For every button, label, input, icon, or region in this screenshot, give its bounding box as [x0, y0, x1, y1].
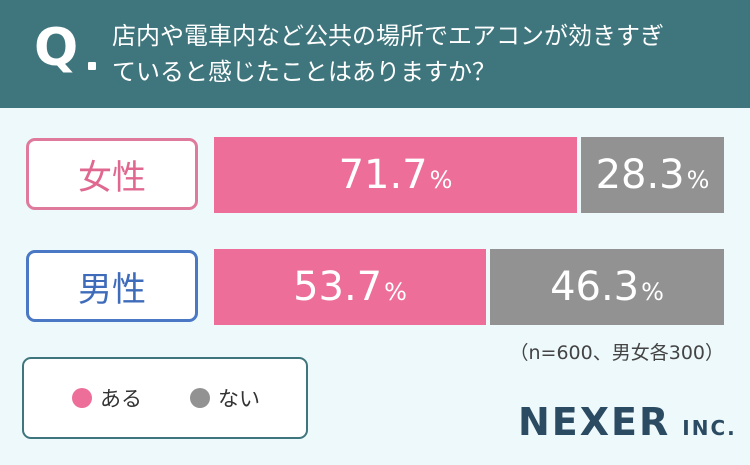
- unit-label: %: [686, 166, 710, 194]
- unit-label: %: [429, 166, 453, 194]
- unit-label: %: [384, 278, 407, 306]
- logo-main: NEXER: [518, 400, 671, 444]
- legend-item-no: ない: [190, 383, 260, 413]
- value-label-female-no: 28.3: [595, 152, 685, 198]
- category-label-male: 男性: [26, 250, 198, 322]
- question-dot: [88, 62, 96, 70]
- legend-label-yes: ある: [100, 387, 142, 411]
- legend-dot-yes: [72, 388, 92, 408]
- question-header: Q 店内や電車内など公共の場所でエアコンが効きすぎ ていると感じたことはあります…: [0, 0, 750, 108]
- category-label-female: 女性: [26, 138, 198, 210]
- question-text-line1: 店内や電車内など公共の場所でエアコンが効きすぎ: [112, 22, 664, 50]
- value-label-male-yes: 53.7: [293, 264, 383, 310]
- legend-item-yes: ある: [72, 383, 142, 413]
- unit-label: %: [641, 278, 664, 306]
- bar-female-no: 28.3%: [581, 137, 724, 213]
- company-logo: NEXER INC.: [518, 400, 737, 444]
- legend-dot-no: [190, 388, 210, 408]
- logo-sub: INC.: [682, 416, 737, 440]
- sample-size-note: （n=600、男女各300）: [509, 342, 725, 364]
- legend: ある ない: [22, 357, 308, 439]
- value-label-male-no: 46.3: [550, 264, 640, 310]
- bar-male-yes: 53.7%: [214, 249, 486, 325]
- value-label-female-yes: 71.7: [338, 152, 428, 198]
- bar-male-no: 46.3%: [490, 249, 724, 325]
- question-text-line2: ていると感じたことはありますか？: [112, 58, 496, 86]
- legend-label-no: ない: [218, 387, 260, 411]
- bar-female-yes: 71.7%: [214, 137, 577, 213]
- question-mark: Q: [34, 18, 79, 78]
